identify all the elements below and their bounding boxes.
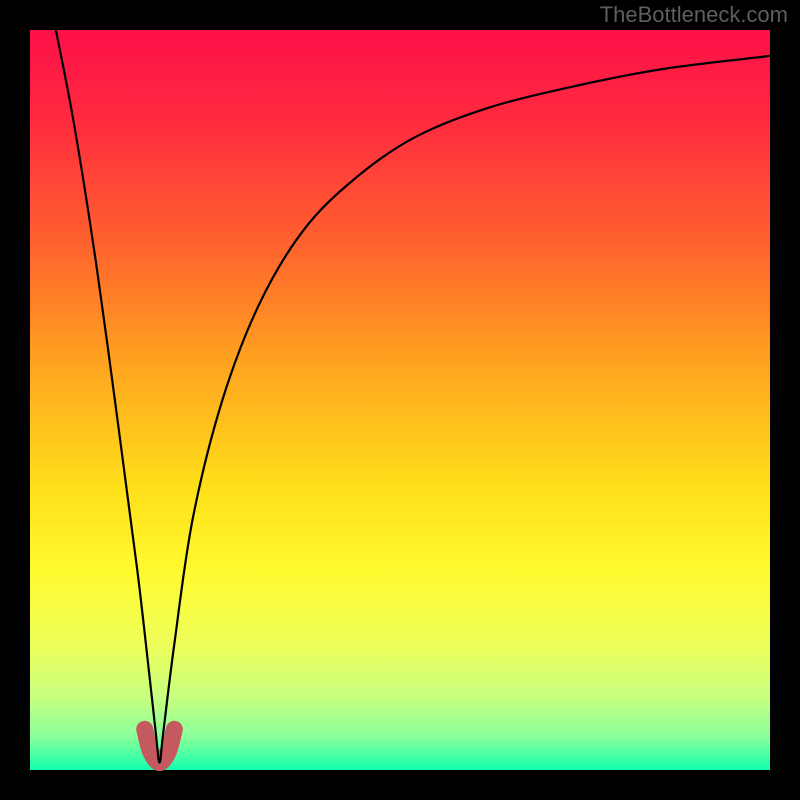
chart-stage: TheBottleneck.com (0, 0, 800, 800)
chart-plot-area (30, 30, 770, 770)
watermark-text: TheBottleneck.com (600, 2, 788, 28)
bottleneck-chart (0, 0, 800, 800)
